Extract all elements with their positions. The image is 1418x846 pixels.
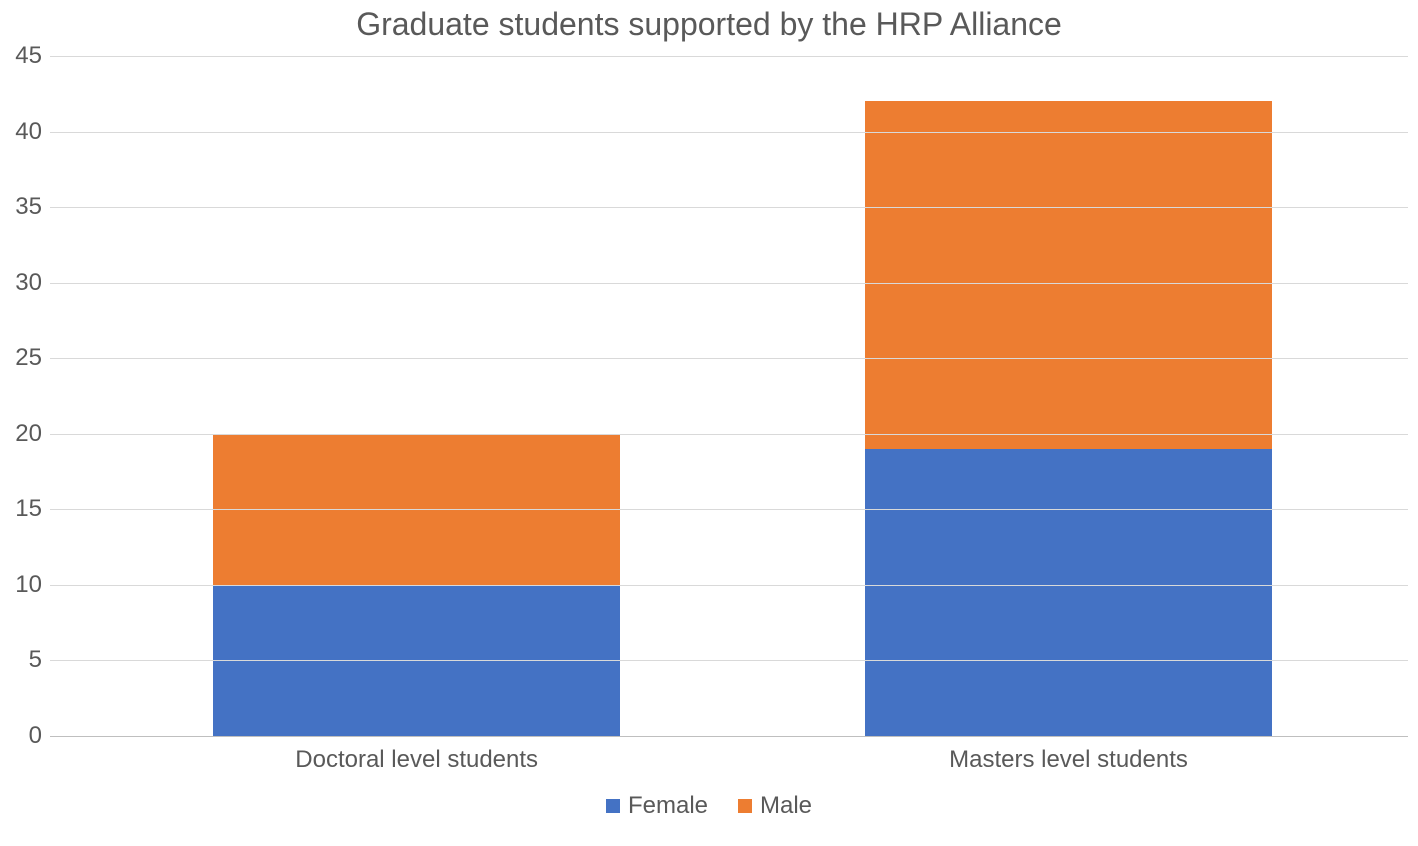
y-tick-label: 40 [2, 118, 42, 146]
bar-segment-female [865, 449, 1272, 736]
gridline [50, 132, 1408, 133]
y-tick-label: 15 [2, 495, 42, 523]
chart-container: Graduate students supported by the HRP A… [0, 0, 1418, 846]
legend-swatch-male [738, 799, 752, 813]
y-tick-label: 25 [2, 344, 42, 372]
gridline [50, 283, 1408, 284]
legend-item-male: Male [738, 792, 812, 820]
legend-item-female: Female [606, 792, 708, 820]
gridline [50, 434, 1408, 435]
legend-label-female: Female [628, 792, 708, 820]
bar-segment-male [865, 101, 1272, 449]
x-tick-label: Doctoral level students [295, 746, 538, 774]
y-tick-label: 30 [2, 269, 42, 297]
gridline [50, 207, 1408, 208]
gridline [50, 358, 1408, 359]
y-tick-label: 10 [2, 571, 42, 599]
legend-label-male: Male [760, 792, 812, 820]
chart-title: Graduate students supported by the HRP A… [0, 0, 1418, 43]
y-tick-label: 20 [2, 420, 42, 448]
gridline [50, 56, 1408, 57]
y-tick-label: 0 [2, 722, 42, 750]
gridline [50, 660, 1408, 661]
x-tick-label: Masters level students [949, 746, 1188, 774]
bar-group [213, 56, 620, 736]
gridline [50, 585, 1408, 586]
legend: Female Male [0, 792, 1418, 820]
bars-layer [50, 56, 1408, 736]
x-axis-baseline [50, 736, 1408, 737]
plot-area: 051015202530354045Doctoral level student… [50, 56, 1408, 736]
bar-group [865, 56, 1272, 736]
y-tick-label: 45 [2, 42, 42, 70]
y-tick-label: 35 [2, 193, 42, 221]
y-tick-label: 5 [2, 646, 42, 674]
gridline [50, 509, 1408, 510]
legend-swatch-female [606, 799, 620, 813]
